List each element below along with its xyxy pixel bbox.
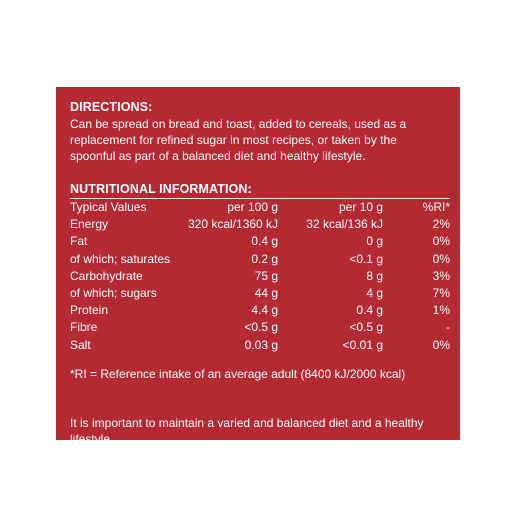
- row-label: Protein: [70, 303, 109, 318]
- row-per-100g: 0.03 g: [244, 337, 279, 352]
- row-ri: 3%: [432, 268, 450, 283]
- row-per-100g: 320 kcal/1360 kJ: [187, 217, 279, 232]
- row-ri: -: [446, 320, 450, 335]
- row-per-100g: 75 g: [254, 268, 279, 283]
- row-per-100g: 44 g: [254, 286, 279, 301]
- row-ri: 0%: [432, 234, 450, 249]
- closing-text: It is important to maintain a varied and…: [70, 415, 424, 446]
- row-per-10g: 0 g: [366, 234, 384, 249]
- row-label: Salt: [70, 337, 91, 352]
- column-header-per-100g: per 100 g: [187, 198, 279, 217]
- ri-footnote: *RI = Reference intake of an average adu…: [70, 366, 406, 381]
- row-per-10g: 32 kcal/136 kJ: [306, 217, 384, 232]
- row-per-10g: 8 g: [366, 268, 384, 283]
- row-ri: 0%: [432, 251, 450, 266]
- column-header-per-10g: per 10 g: [278, 198, 384, 217]
- table-row: Salt 0.03 g <0.01 g 0%: [70, 337, 450, 354]
- row-label: of which; saturates: [70, 251, 171, 266]
- row-per-10g: <0.01 g: [342, 337, 384, 352]
- row-label: Fat: [70, 234, 88, 249]
- directions-heading: DIRECTIONS:: [70, 100, 153, 114]
- column-header-ri: %RI*: [383, 198, 450, 217]
- table-header-row: Typical Values per 100 g per 10 g %RI*: [70, 198, 450, 217]
- row-per-100g: 0.2 g: [251, 251, 279, 266]
- table-row: Protein 4.4 g 0.4 g 1%: [70, 302, 450, 319]
- row-label: Energy: [70, 217, 109, 232]
- label-content: DIRECTIONS: Can be spread on bread and t…: [70, 100, 450, 447]
- row-label: Carbohydrate: [70, 268, 143, 283]
- row-ri: 1%: [432, 303, 450, 318]
- directions-text: Can be spread on bread and toast, added …: [70, 117, 407, 163]
- table-row: Fibre <0.5 g <0.5 g -: [70, 319, 450, 336]
- row-per-100g: 4.4 g: [251, 303, 279, 318]
- table-row: of which; sugars 44 g 4 g 7%: [70, 285, 450, 302]
- row-per-10g: <0.1 g: [349, 251, 384, 266]
- row-label: of which; sugars: [70, 286, 157, 301]
- nutrition-table: Typical Values per 100 g per 10 g %RI* E…: [70, 198, 450, 354]
- row-per-100g: <0.5 g: [244, 320, 279, 335]
- row-per-100g: 0.4 g: [251, 234, 279, 249]
- row-per-10g: <0.5 g: [349, 320, 384, 335]
- table-row: of which; saturates 0.2 g <0.1 g 0%: [70, 251, 450, 268]
- table-row: Energy 320 kcal/1360 kJ 32 kcal/136 kJ 2…: [70, 216, 450, 233]
- row-ri: 7%: [432, 286, 450, 301]
- table-row: Carbohydrate 75 g 8 g 3%: [70, 268, 450, 285]
- row-label: Fibre: [70, 320, 98, 335]
- column-header-typical-values: Typical Values: [70, 198, 188, 217]
- nutrition-heading: NUTRITIONAL INFORMATION:: [70, 182, 252, 196]
- row-per-10g: 0.4 g: [356, 303, 384, 318]
- table-row: Fat 0.4 g 0 g 0%: [70, 233, 450, 250]
- row-ri: 2%: [432, 217, 450, 232]
- row-per-10g: 4 g: [366, 286, 384, 301]
- label-panel: DIRECTIONS: Can be spread on bread and t…: [56, 87, 460, 446]
- row-ri: 0%: [432, 337, 450, 352]
